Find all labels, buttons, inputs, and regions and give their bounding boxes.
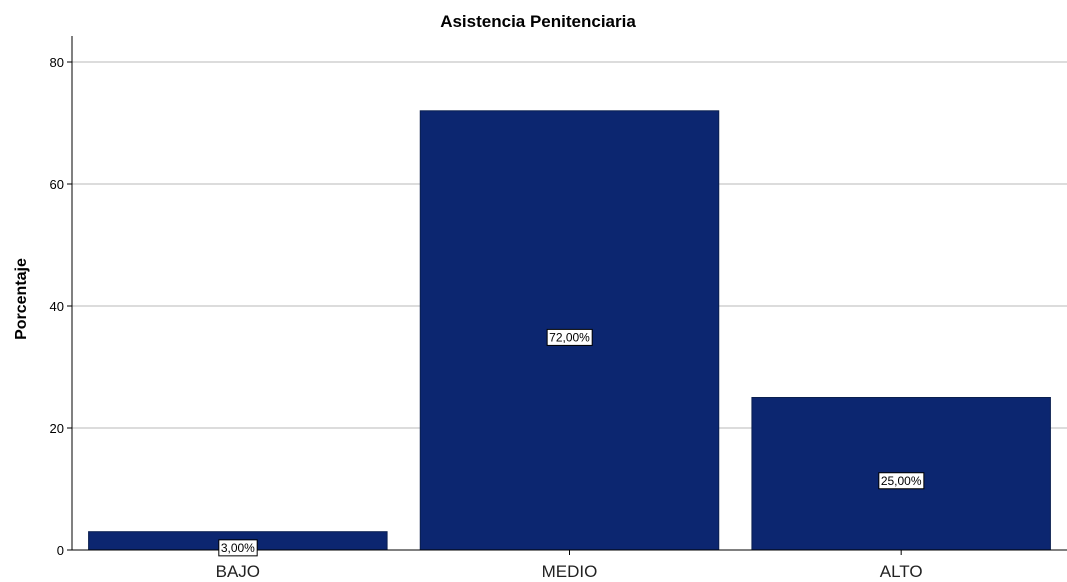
data-label: 3,00% [218,539,258,557]
x-tick-label: BAJO [216,562,260,581]
data-label-text: 25,00% [881,474,922,488]
data-label: 25,00% [878,472,925,490]
x-tick-label: MEDIO [542,562,598,581]
data-label-text: 3,00% [221,541,255,555]
data-label-text: 72,00% [549,330,590,344]
chart-title: Asistencia Penitenciaria [440,12,636,31]
y-tick-label: 20 [50,421,64,436]
y-axis-label: Porcentaje [13,258,30,340]
x-axis-ticks: BAJO MEDIO ALTO [216,550,923,581]
data-label-box [218,539,258,557]
y-tick-label: 80 [50,55,64,70]
data-label-box [878,472,925,490]
data-label: 72,00% [546,328,593,346]
y-tick-label: 40 [50,299,64,314]
data-label-box [546,328,593,346]
data-labels: 3,00% 72,00% 25,00% [218,328,925,557]
x-tick-label: ALTO [880,562,923,581]
y-axis-ticks: 0 20 40 60 80 [50,55,72,558]
y-tick-label: 0 [57,543,64,558]
y-tick-label: 60 [50,177,64,192]
